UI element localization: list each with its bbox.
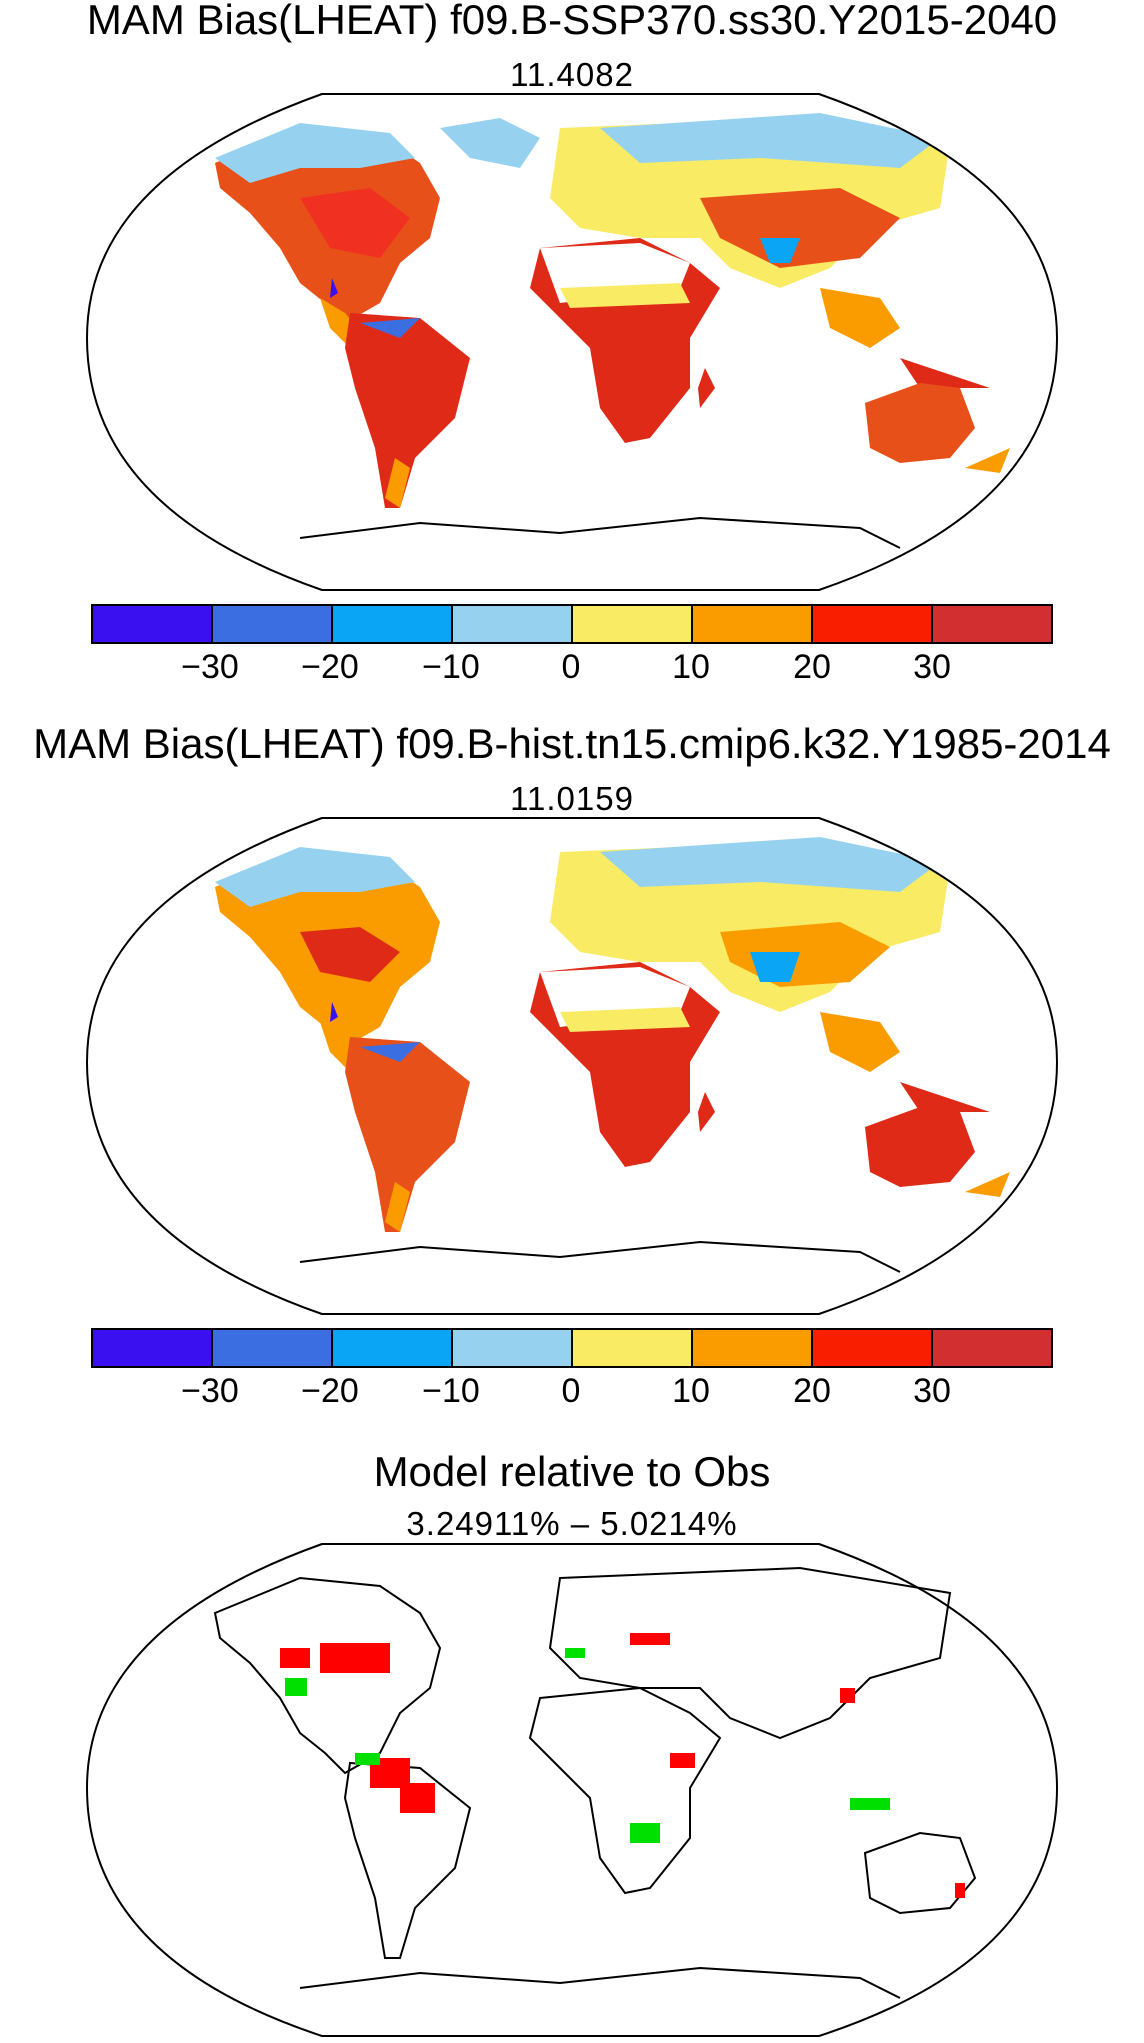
panel3-subtitle: 3.24911% – 5.0214%	[406, 1505, 738, 1542]
panel1-bias-map	[85, 93, 1059, 591]
panel2-title: MAM Bias(LHEAT) f09.B-hist.tn15.cmip6.k3…	[33, 720, 1111, 767]
tick-label: −20	[301, 648, 359, 686]
colorbar-segment	[213, 606, 333, 642]
land-fill	[215, 113, 1010, 508]
colorbar-segment	[333, 606, 453, 642]
panel3-relative-map	[85, 1543, 1059, 2037]
tick-label: 20	[793, 648, 831, 686]
tick-label: 10	[672, 1372, 710, 1410]
colorbar-segment	[573, 606, 693, 642]
colorbar-segment	[693, 1330, 813, 1366]
panel2-subtitle: 11.0159	[510, 780, 634, 817]
tick-label: 20	[793, 1372, 831, 1410]
colorbar-segment	[933, 1330, 1051, 1366]
tick-label: −30	[181, 648, 239, 686]
tick-label: −30	[181, 1372, 239, 1410]
tick-label: −10	[422, 648, 480, 686]
land-fill	[215, 837, 1010, 1232]
colorbar-segment	[93, 606, 213, 642]
colorbar-segment	[333, 1330, 453, 1366]
panel1-colorbar	[91, 604, 1053, 644]
panel1-title: MAM Bias(LHEAT) f09.B-SSP370.ss30.Y2015-…	[86, 0, 1058, 43]
tick-label: 30	[913, 1372, 951, 1410]
tick-label: 0	[561, 648, 581, 686]
panel2-colorbar	[91, 1328, 1053, 1368]
colorbar-segment	[93, 1330, 213, 1366]
colorbar-segment	[453, 606, 573, 642]
tick-label: −10	[422, 1372, 480, 1410]
tick-label: 0	[561, 1372, 581, 1410]
colorbar-segment	[213, 1330, 333, 1366]
colorbar-segment	[573, 1330, 693, 1366]
colorbar-segment	[933, 606, 1051, 642]
colorbar-segment	[693, 606, 813, 642]
panel1-subtitle: 11.4082	[510, 56, 634, 93]
tick-label: 30	[913, 648, 951, 686]
panel2-colorbar-ticks: −30 −20 −10 0 10 20 30	[0, 1372, 1144, 1412]
tick-label: 10	[672, 648, 710, 686]
colorbar-segment	[813, 1330, 933, 1366]
panel3-title: Model relative to Obs	[373, 1448, 771, 1495]
colorbar-segment	[813, 606, 933, 642]
tick-label: −20	[301, 1372, 359, 1410]
panel2-bias-map	[85, 817, 1059, 1315]
significance-patches	[280, 1633, 965, 1898]
colorbar-segment	[453, 1330, 573, 1366]
panel1-colorbar-ticks: −30 −20 −10 0 10 20 30	[0, 648, 1144, 688]
